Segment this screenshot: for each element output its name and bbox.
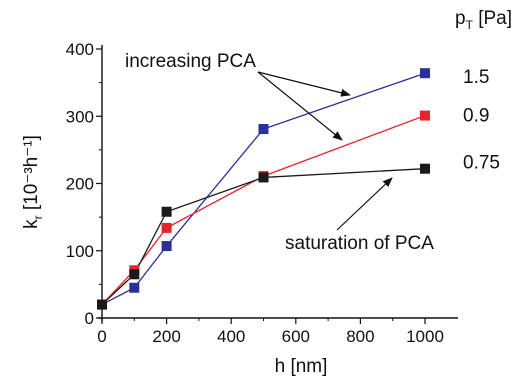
x-tick-label: 400 [217, 327, 245, 346]
x-tick-label: 800 [346, 327, 374, 346]
series-points [97, 68, 430, 310]
data-point [97, 299, 107, 310]
data-point [129, 269, 140, 280]
legend-title-main: p [455, 8, 466, 29]
data-point [420, 163, 430, 174]
x-tick-label: 0 [97, 327, 106, 346]
y-tick-label: 100 [66, 242, 94, 261]
data-point [258, 172, 269, 183]
legend-title-subscript: T [466, 18, 474, 32]
legend-entry-label: 1.5 [463, 67, 489, 88]
data-point [161, 206, 172, 217]
y-tick-label: 0 [85, 309, 94, 328]
x-tick-label: 1000 [406, 327, 444, 346]
annotation-arrow [257, 71, 343, 141]
y-axis-label-subscript: r [31, 215, 45, 219]
y-axis-label-main: k [21, 219, 42, 229]
annotation-increasing: increasing PCA [125, 51, 256, 72]
data-point [420, 68, 430, 79]
legend: 1.5 0.9 0.75 [463, 67, 500, 173]
annotations [257, 71, 393, 231]
x-tick-label: 600 [282, 327, 310, 346]
data-point [420, 110, 430, 121]
y-tick-label: 300 [66, 107, 94, 126]
annotation-saturation: saturation of PCA [285, 233, 434, 254]
legend-entry-label: 0.75 [463, 153, 500, 174]
x-tick-label: 200 [152, 327, 180, 346]
legend-title-units: [Pa] [473, 8, 512, 29]
axes [98, 45, 458, 322]
y-axis-label-units: [10⁻³h⁻¹] [21, 135, 42, 215]
annotation-arrow [257, 71, 351, 97]
data-point [129, 282, 140, 293]
x-axis-label: h [nm] [275, 356, 328, 377]
y-tick-label: 400 [66, 40, 94, 59]
legend-entry-label: 0.9 [463, 106, 489, 127]
series-lines [101, 72, 426, 306]
tick-group: 0 200 400 600 800 1000 0 100 200 300 400 [66, 40, 444, 346]
data-point [161, 241, 172, 252]
series-line [101, 114, 426, 305]
annotation-arrow [336, 177, 393, 231]
y-axis-label: kr [10⁻³h⁻¹] [21, 135, 45, 229]
data-point [161, 222, 172, 233]
y-tick-label: 200 [66, 175, 94, 194]
data-point [258, 124, 269, 135]
legend-title: pT [Pa] [455, 8, 512, 32]
series-line [101, 72, 426, 306]
